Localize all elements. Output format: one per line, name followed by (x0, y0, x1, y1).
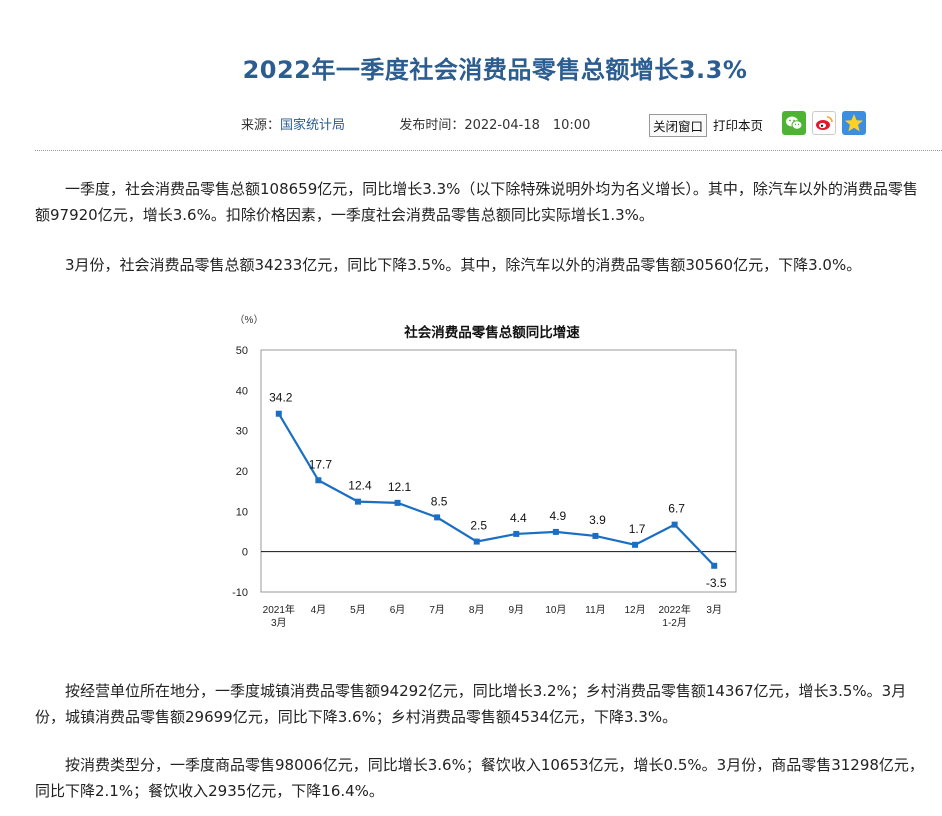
data-point (632, 541, 639, 548)
x-tick-label: 9月 (509, 604, 525, 616)
x-tick-label: 3月 (271, 617, 287, 629)
data-label: -3.5 (706, 576, 727, 590)
paragraph-4: 按消费类型分，一季度商品零售98006亿元，同比增长3.6%；餐饮收入10653… (35, 756, 924, 800)
data-label: 12.4 (348, 479, 372, 493)
data-label: 6.7 (668, 502, 685, 516)
publish-label: 发布时间： (399, 118, 465, 133)
article-meta: 来源：国家统计局 发布时间：2022-04-18 10:00 (241, 114, 590, 133)
data-point (552, 528, 559, 535)
plot-area (260, 349, 737, 593)
data-label: 3.9 (589, 513, 606, 527)
x-tick-label: 4月 (311, 604, 327, 616)
print-page-button[interactable]: 打印本页 (713, 118, 764, 133)
data-point (275, 410, 282, 417)
weibo-share-button[interactable] (812, 111, 836, 135)
y-tick-label: 30 (236, 426, 248, 438)
data-label: 2.5 (470, 519, 487, 533)
y-tick-label: 20 (236, 466, 248, 478)
wechat-icon (786, 116, 803, 130)
x-tick-label: 7月 (429, 604, 445, 616)
source-label: 来源： (241, 118, 281, 133)
data-label: 34.2 (269, 391, 293, 405)
x-tick-label: 1-2月 (662, 617, 686, 629)
data-point (592, 532, 599, 539)
data-point (354, 498, 361, 505)
x-tick-label: 8月 (469, 604, 485, 616)
data-point (315, 477, 322, 484)
close-window-button[interactable]: 关闭窗口 (649, 114, 708, 137)
data-label: 8.5 (431, 494, 448, 508)
series-line (277, 413, 716, 567)
data-point (473, 538, 480, 545)
paragraph-2: 3月份，社会消费品零售总额34233亿元，同比下降3.5%。其中，除汽车以外的消… (65, 256, 862, 274)
data-point (711, 562, 718, 569)
x-tick-label: 6月 (390, 604, 406, 616)
y-tick-label: -10 (232, 587, 248, 599)
data-point (394, 499, 401, 506)
y-tick-label: 0 (242, 547, 248, 559)
weibo-icon (816, 116, 833, 130)
header-divider (35, 150, 942, 151)
paragraph-3: 按经营单位所在地分，一季度城镇消费品零售额94292亿元，同比增长3.2%；乡村… (35, 682, 907, 726)
article-title: 2022年一季度社会消费品零售总额增长3.3% (242, 56, 748, 84)
data-label: 4.4 (510, 511, 527, 525)
publish-time: 2022-04-18 10:00 (464, 118, 591, 133)
data-label: 17.7 (309, 457, 333, 471)
y-tick-label: 40 (236, 385, 248, 397)
data-point (434, 514, 441, 521)
y-tick-label: 10 (236, 506, 248, 518)
data-label: 4.9 (550, 509, 567, 523)
data-label: 1.7 (629, 522, 646, 536)
qzone-icon (845, 114, 863, 132)
x-tick-label: 2021年 (263, 603, 295, 616)
x-tick-label: 2022年 (659, 603, 691, 616)
x-tick-label: 3月 (706, 604, 722, 616)
x-tick-label: 10月 (545, 604, 566, 616)
x-tick-label: 5月 (350, 604, 366, 616)
x-tick-label: 12月 (624, 604, 645, 616)
data-point (513, 530, 520, 537)
source-link[interactable]: 国家统计局 (280, 118, 346, 133)
data-label: 12.1 (388, 480, 412, 494)
qzone-share-button[interactable] (842, 111, 866, 135)
chart-title: 社会消费品零售总额同比增速 (403, 324, 580, 340)
y-tick-label: 50 (236, 345, 248, 357)
data-point (671, 521, 678, 528)
paragraph-1: 一季度，社会消费品零售总额108659亿元，同比增长3.3%（以下除特殊说明外均… (35, 180, 918, 224)
wechat-share-button[interactable] (782, 111, 806, 135)
x-tick-label: 11月 (585, 604, 605, 616)
y-axis-unit: （%） (235, 314, 264, 326)
